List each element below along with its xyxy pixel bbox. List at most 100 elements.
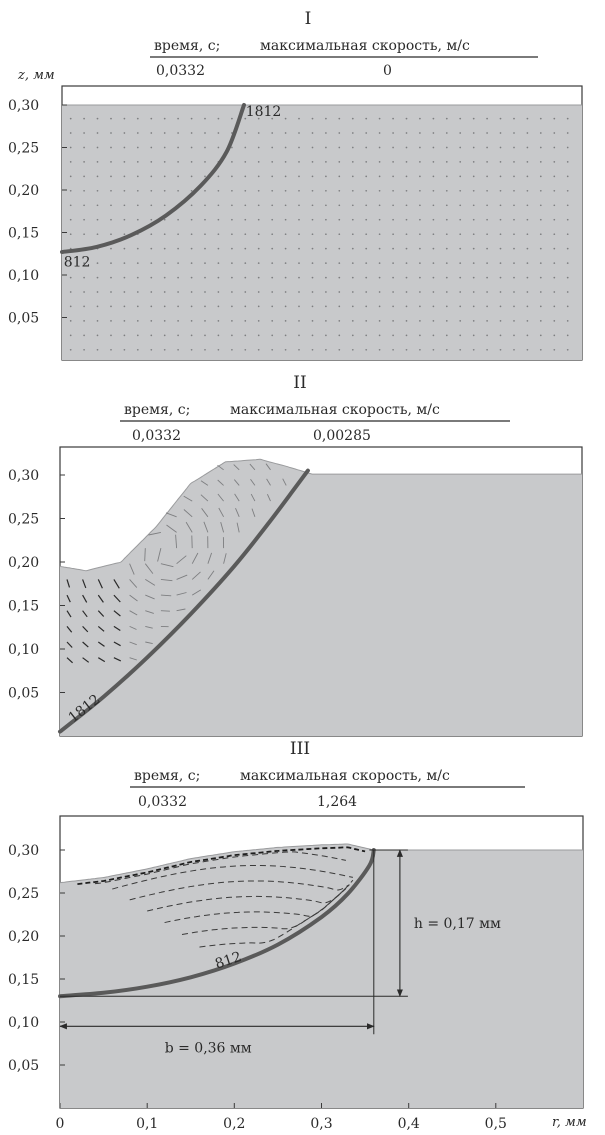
velocity-dot bbox=[392, 233, 394, 236]
velocity-dot bbox=[244, 262, 247, 264]
velocity-dot bbox=[472, 132, 475, 134]
velocity-dot bbox=[553, 348, 556, 351]
velocity-dot bbox=[499, 262, 502, 264]
velocity-dot bbox=[311, 146, 314, 149]
flow-line bbox=[164, 879, 354, 923]
velocity-dot bbox=[513, 146, 515, 149]
velocity-dot bbox=[526, 291, 529, 293]
velocity-dot bbox=[257, 204, 260, 207]
velocity-dot bbox=[177, 247, 179, 250]
velocity-dot bbox=[231, 247, 233, 250]
velocity-dot bbox=[123, 146, 126, 149]
velocity-dot bbox=[432, 262, 435, 264]
panel-2-speed-value: 0,00285 bbox=[313, 428, 371, 444]
velocity-dot bbox=[217, 204, 220, 207]
x-tick-label: 0,2 bbox=[223, 1116, 245, 1132]
velocity-dot bbox=[284, 262, 287, 264]
velocity-dot bbox=[459, 132, 462, 134]
velocity-dot bbox=[566, 276, 569, 279]
velocity-dot bbox=[298, 334, 300, 337]
velocity-dot bbox=[365, 334, 368, 337]
velocity-dot bbox=[217, 117, 220, 120]
velocity-vector bbox=[234, 493, 240, 502]
velocity-dot bbox=[83, 334, 85, 337]
velocity-vector bbox=[282, 478, 287, 486]
velocity-dot bbox=[566, 247, 569, 250]
velocity-dot bbox=[325, 117, 327, 120]
velocity-vector bbox=[217, 493, 224, 502]
velocity-dot bbox=[445, 132, 448, 134]
velocity-dot bbox=[217, 175, 220, 178]
velocity-dot bbox=[190, 218, 193, 221]
velocity-dot bbox=[378, 334, 381, 337]
velocity-dot bbox=[365, 262, 368, 264]
velocity-dot bbox=[136, 117, 139, 120]
panel-2-label: II bbox=[293, 373, 306, 393]
velocity-dot bbox=[392, 305, 394, 308]
velocity-dot bbox=[136, 146, 139, 149]
velocity-dot bbox=[123, 276, 126, 279]
velocity-dot bbox=[177, 189, 179, 192]
velocity-dot bbox=[150, 218, 153, 221]
velocity-dot bbox=[257, 247, 260, 250]
velocity-dot bbox=[311, 233, 314, 236]
velocity-dot bbox=[445, 218, 448, 221]
velocity-dot bbox=[338, 161, 341, 163]
velocity-dot bbox=[244, 233, 247, 236]
velocity-dot bbox=[231, 175, 233, 178]
velocity-dot bbox=[486, 146, 488, 149]
velocity-dot bbox=[96, 348, 99, 351]
velocity-dot bbox=[405, 204, 408, 207]
velocity-dot bbox=[445, 291, 448, 293]
velocity-dot bbox=[566, 320, 569, 322]
velocity-dot bbox=[136, 305, 139, 308]
velocity-dot bbox=[445, 320, 448, 322]
velocity-vector bbox=[113, 657, 122, 662]
velocity-dot bbox=[392, 204, 394, 207]
velocity-dot bbox=[432, 117, 435, 120]
velocity-vector bbox=[166, 524, 177, 533]
velocity-dot bbox=[271, 175, 274, 178]
velocity-dot bbox=[459, 204, 462, 207]
velocity-dot bbox=[150, 161, 153, 163]
velocity-vector bbox=[223, 553, 227, 564]
velocity-dot bbox=[365, 132, 368, 134]
y-tick-label: 0,20 bbox=[8, 929, 39, 945]
velocity-dot bbox=[499, 247, 502, 250]
velocity-dot bbox=[244, 276, 247, 279]
velocity-dot bbox=[351, 146, 354, 149]
velocity-dot bbox=[325, 233, 327, 236]
surface-flow-line bbox=[77, 846, 366, 885]
velocity-vector bbox=[218, 507, 224, 518]
y-tick-label: 0,25 bbox=[8, 512, 39, 528]
velocity-dot bbox=[271, 218, 274, 221]
velocity-dot bbox=[163, 291, 166, 293]
velocity-dot bbox=[486, 320, 488, 322]
velocity-vector bbox=[165, 512, 177, 518]
velocity-dot bbox=[298, 291, 300, 293]
velocity-dot bbox=[419, 218, 421, 221]
velocity-vector bbox=[129, 641, 137, 646]
velocity-dot bbox=[499, 204, 502, 207]
velocity-dot bbox=[257, 117, 260, 120]
velocity-dot bbox=[378, 262, 381, 264]
velocity-dot bbox=[190, 146, 193, 149]
velocity-dot bbox=[553, 334, 556, 337]
velocity-dot bbox=[338, 320, 341, 322]
velocity-dot bbox=[526, 218, 529, 221]
velocity-dot bbox=[257, 262, 260, 264]
velocity-dot bbox=[499, 175, 502, 178]
free-surface-line bbox=[59, 458, 582, 572]
velocity-dot bbox=[136, 320, 139, 322]
velocity-dot bbox=[190, 189, 193, 192]
material-region bbox=[60, 844, 583, 1108]
panel-1-time-label: время, с; bbox=[154, 38, 220, 54]
velocity-dot bbox=[150, 320, 153, 322]
velocity-dot bbox=[405, 161, 408, 163]
velocity-dot bbox=[392, 348, 394, 351]
velocity-dot bbox=[96, 320, 99, 322]
velocity-dot bbox=[325, 291, 327, 293]
velocity-dot bbox=[177, 146, 179, 149]
velocity-dot bbox=[298, 320, 300, 322]
velocity-dot bbox=[459, 218, 462, 221]
